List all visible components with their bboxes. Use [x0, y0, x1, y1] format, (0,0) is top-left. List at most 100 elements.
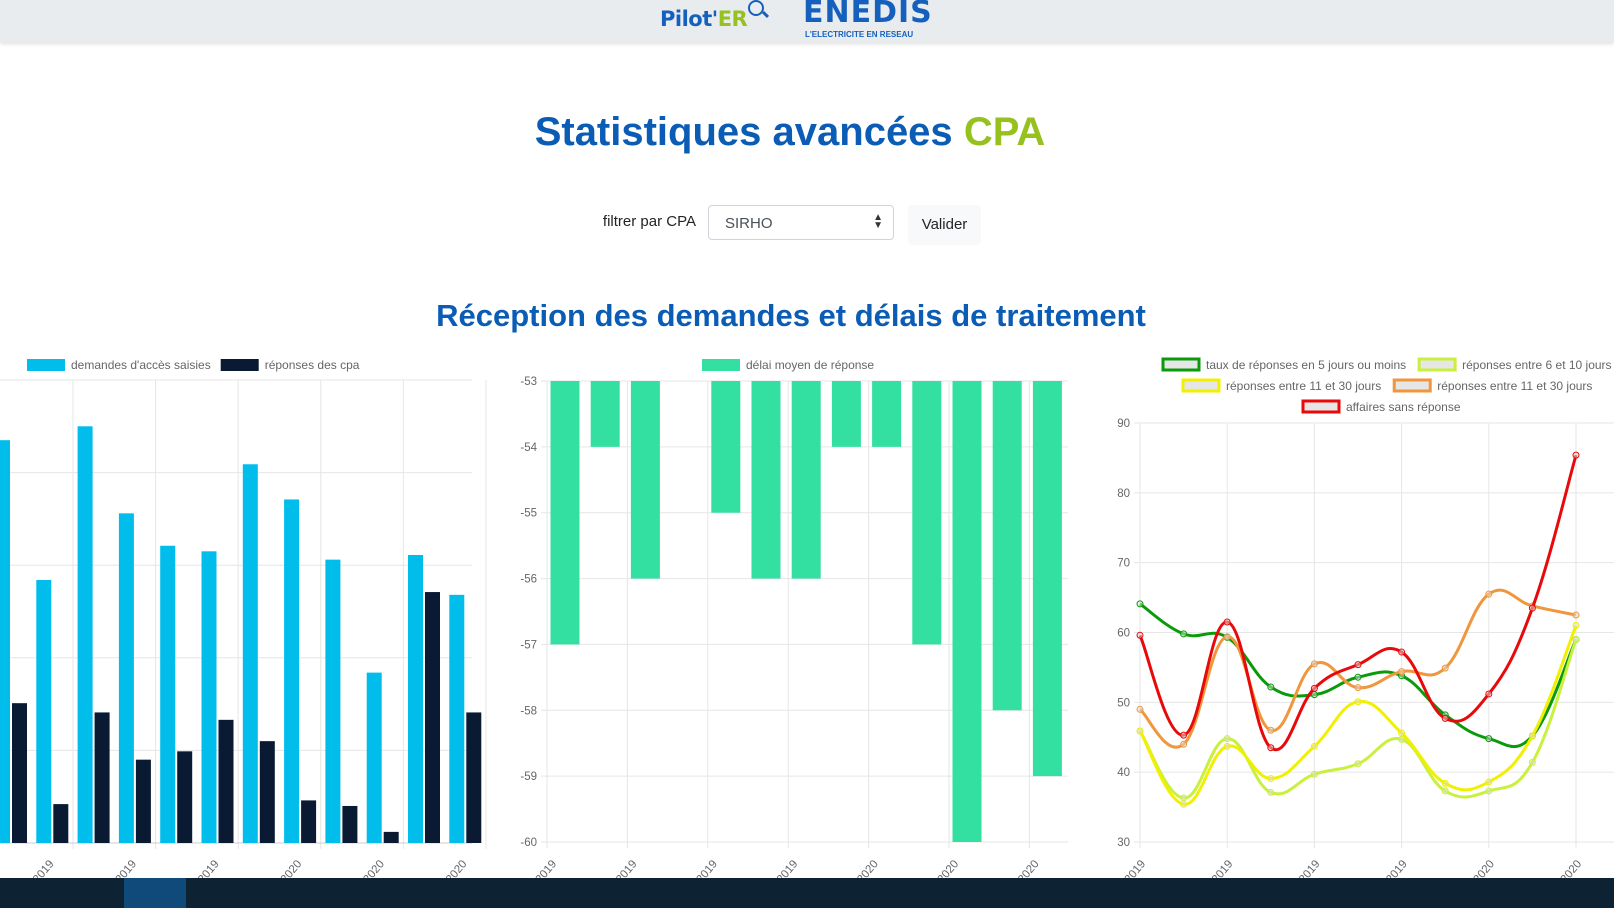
- bar-demandes-saisies: [366, 672, 382, 843]
- y-tick-label: 90: [1117, 418, 1130, 430]
- series-line: [1138, 588, 1577, 749]
- bar-demandes-saisies: [242, 464, 258, 843]
- data-point: [1223, 742, 1231, 750]
- bar-reponses-cpa: [383, 831, 399, 843]
- legend-label: réponses entre 6 et 10 jours: [1462, 358, 1611, 372]
- bar-delai-moyen: [1032, 381, 1062, 777]
- data-point: [1572, 451, 1580, 459]
- chart-delai: -53-54-55-56-57-58-59-60June 2019August …: [516, 358, 1068, 908]
- data-point: [1485, 590, 1493, 598]
- data-point: [1310, 742, 1318, 750]
- bar-reponses-cpa: [301, 800, 317, 843]
- bar-reponses-cpa: [135, 759, 151, 843]
- taskbar: [0, 878, 1614, 908]
- data-point: [1528, 758, 1536, 766]
- bar-delai-moyen: [912, 381, 942, 645]
- data-point: [1223, 735, 1231, 743]
- logo-pilot-accent: ER: [717, 7, 748, 31]
- y-tick-label: 80: [1117, 488, 1130, 500]
- page-title-text: Statistiques avancées: [534, 110, 953, 154]
- page-title-accent: CPA: [963, 110, 1046, 154]
- bar-delai-moyen: [630, 381, 660, 579]
- legend-swatch: [220, 359, 259, 371]
- bar-reponses-cpa: [94, 712, 110, 843]
- select-arrows-icon: ▲ ▼: [873, 212, 883, 231]
- bar-demandes-saisies: [77, 426, 93, 843]
- data-point: [1310, 660, 1318, 668]
- bar-delai-moyen: [952, 381, 982, 842]
- enedis-logo[interactable]: ENEDIS: [803, 0, 933, 30]
- bar-reponses-cpa: [12, 703, 27, 843]
- data-point: [1528, 732, 1536, 740]
- bar-delai-moyen: [791, 381, 821, 579]
- bar-reponses-cpa: [177, 751, 193, 843]
- chart-demandes: August 2019October 2019December 2019Febr…: [0, 358, 487, 908]
- data-point: [1398, 729, 1406, 737]
- cpa-select-value: SIRHO: [725, 215, 773, 232]
- data-point: [1354, 673, 1362, 681]
- data-point: [1180, 794, 1188, 802]
- logo-pilot-text: Pilot': [660, 7, 718, 31]
- data-point: [1180, 731, 1188, 739]
- bar-delai-moyen: [831, 381, 861, 447]
- y-tick-label: -54: [520, 442, 537, 454]
- bar-demandes-saisies: [160, 545, 176, 843]
- legend-swatch: [27, 359, 65, 371]
- data-point: [1354, 661, 1362, 669]
- data-point: [1441, 664, 1449, 672]
- data-point: [1398, 648, 1406, 656]
- data-point: [1136, 705, 1144, 713]
- cpa-select[interactable]: SIRHO ▲ ▼: [708, 205, 894, 240]
- y-tick-label: -59: [520, 771, 537, 783]
- legend-label: réponses entre 11 et 30 jours: [1437, 379, 1592, 393]
- bar-demandes-saisies: [449, 594, 465, 843]
- legend-swatch: [1161, 357, 1201, 372]
- bar-delai-moyen: [872, 381, 902, 447]
- legend-swatch: [1301, 399, 1341, 414]
- bar-demandes-saisies: [325, 559, 341, 843]
- data-point: [1267, 788, 1275, 796]
- page-title: Statistiques avancées CPA: [0, 110, 1580, 155]
- y-tick-label: 30: [1117, 837, 1130, 849]
- legend-label: réponses entre 11 et 30 jours: [1226, 379, 1381, 393]
- pilot-er-logo[interactable]: Pilot'ER: [660, 6, 748, 32]
- data-point: [1354, 698, 1362, 706]
- bar-delai-moyen: [751, 381, 781, 579]
- data-point: [1354, 760, 1362, 768]
- y-tick-label: -55: [520, 508, 537, 520]
- validate-button[interactable]: Valider: [908, 205, 981, 245]
- data-point: [1485, 690, 1493, 698]
- y-tick-label: 70: [1117, 558, 1130, 570]
- data-point: [1572, 635, 1580, 643]
- legend-swatch: [702, 359, 740, 371]
- legend-label: taux de réponses en 5 jours ou moins: [1206, 358, 1406, 372]
- bar-demandes-saisies: [36, 580, 52, 843]
- series-line: [1138, 624, 1578, 806]
- legend-swatch: [1392, 378, 1432, 393]
- bar-reponses-cpa: [425, 592, 440, 843]
- data-point: [1441, 787, 1449, 795]
- bar-reponses-cpa: [342, 805, 358, 843]
- legend-label: réponses des cpa: [265, 358, 360, 372]
- y-tick-label: -56: [520, 574, 537, 586]
- series-line: [1138, 454, 1578, 752]
- bar-demandes-saisies: [118, 513, 134, 843]
- data-point: [1310, 684, 1318, 692]
- data-point: [1223, 618, 1231, 626]
- bar-reponses-cpa: [218, 719, 234, 843]
- top-header: Pilot'ER ENEDIS L'ELECTRICITE EN RESEAU: [0, 0, 1614, 42]
- bar-reponses-cpa: [53, 804, 69, 843]
- data-point: [1485, 778, 1493, 786]
- y-tick-label: 40: [1117, 767, 1130, 779]
- data-point: [1485, 735, 1493, 743]
- section-title: Réception des demandes et délais de trai…: [436, 298, 1146, 333]
- data-point: [1485, 787, 1493, 795]
- y-tick-label: -60: [520, 837, 537, 849]
- data-point: [1267, 744, 1275, 752]
- taskbar-active-item[interactable]: [124, 878, 186, 908]
- data-point: [1572, 611, 1580, 619]
- data-point: [1310, 770, 1318, 778]
- data-point: [1136, 631, 1144, 639]
- data-point: [1180, 630, 1188, 638]
